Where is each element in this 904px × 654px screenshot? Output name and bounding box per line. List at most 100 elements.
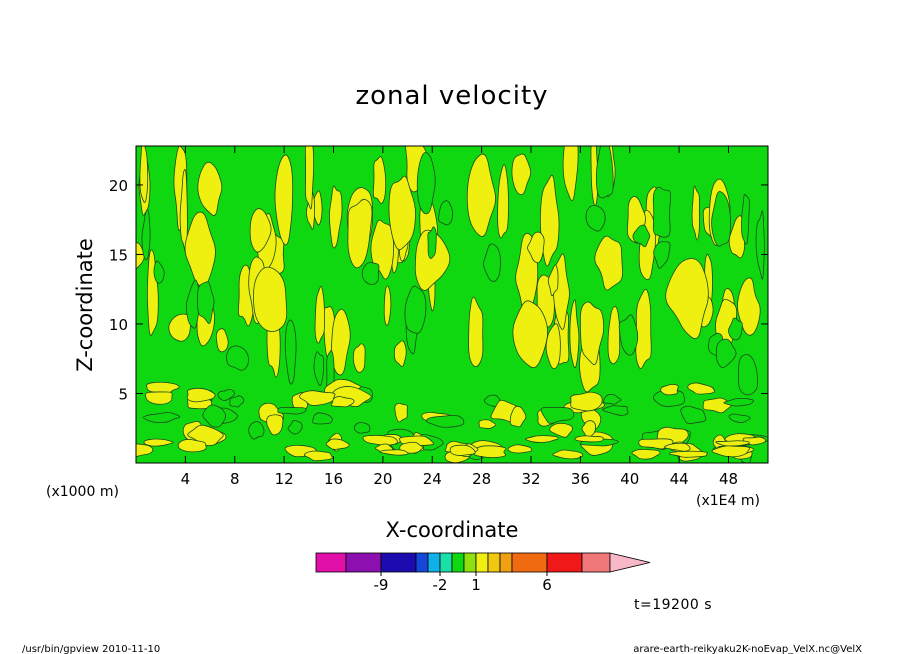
contour-region	[153, 260, 165, 284]
contour-region	[399, 441, 423, 454]
contour-region	[755, 210, 765, 280]
contour-region	[215, 328, 229, 353]
x-tick-label: 24	[423, 470, 442, 488]
time-label: t=19200 s	[634, 597, 712, 613]
contour-region	[313, 351, 325, 387]
x-tick-label: 8	[230, 470, 240, 488]
contour-region	[511, 153, 532, 196]
contour-region	[653, 241, 671, 269]
contour-region	[595, 146, 614, 199]
contour-region	[196, 281, 215, 324]
contour-region	[574, 435, 604, 443]
contour-region	[249, 208, 272, 253]
contour-region	[325, 438, 350, 450]
contour-region	[379, 449, 409, 456]
x-axis: 4 8 12 16 20 24 28 32 36 40 44 48	[181, 146, 738, 488]
contour-region	[277, 406, 307, 415]
contour-region	[664, 442, 691, 452]
contour-region	[304, 146, 315, 210]
colorbar-swatch	[345, 552, 382, 573]
colorbar-swatch	[451, 552, 465, 573]
contour-region	[229, 395, 245, 408]
y-tick-label: 20	[109, 177, 128, 195]
x-axis-title: X-coordinate	[386, 518, 519, 542]
contour-region	[631, 448, 661, 460]
contour-region	[632, 224, 651, 248]
contour-region	[299, 390, 336, 406]
x-tick-label: 12	[275, 470, 294, 488]
contour-region	[331, 308, 351, 376]
contour-regions	[136, 146, 768, 463]
contour-region	[394, 402, 408, 423]
contour-region	[524, 435, 559, 443]
contour-region	[738, 354, 759, 396]
contour-region	[383, 285, 392, 326]
plot-frame	[135, 145, 769, 464]
contour-region	[723, 398, 755, 407]
contour-region	[497, 164, 509, 239]
contour-region	[585, 204, 606, 232]
contour-region	[139, 146, 149, 203]
contour-region	[512, 300, 548, 369]
x-tick-label: 32	[521, 470, 540, 488]
contour-region	[483, 243, 501, 282]
contour-region	[552, 449, 584, 460]
contour-region	[141, 209, 151, 261]
contour-region	[372, 156, 387, 204]
contour-region	[253, 266, 288, 333]
contour-region	[579, 301, 605, 366]
contour-region	[466, 153, 496, 237]
contour-region	[226, 345, 249, 371]
contour-region	[353, 422, 371, 434]
contour-region	[741, 193, 750, 245]
contour-region	[329, 185, 343, 249]
contour-region	[570, 391, 603, 412]
contour-region	[427, 226, 437, 259]
contour-region	[549, 423, 573, 438]
colorbar-swatch	[581, 552, 611, 573]
contour-region	[352, 343, 366, 373]
contour-region	[509, 405, 527, 428]
y-axis: 5 10 15 20	[109, 177, 768, 403]
x-axis-unit: (x1E4 m)	[696, 493, 760, 509]
colorbar-swatch	[439, 552, 453, 573]
contour-region	[177, 438, 207, 453]
contour-region	[314, 285, 326, 344]
contour-region	[478, 419, 497, 429]
x-tick-label: 36	[571, 470, 590, 488]
contour-region	[569, 299, 580, 369]
contour-region	[146, 381, 180, 394]
contour-region	[274, 154, 294, 246]
colorbar-label: -2	[433, 576, 448, 594]
contour-region	[507, 444, 533, 454]
contour-region	[603, 394, 622, 405]
contour-region	[217, 388, 235, 401]
contour-region	[562, 146, 579, 202]
y-tick-label: 15	[109, 246, 128, 264]
contour-region	[202, 404, 226, 428]
colorbar-swatch	[475, 552, 489, 573]
contour-region	[416, 152, 436, 215]
contour-region	[347, 198, 373, 269]
contour-region	[185, 279, 201, 329]
contour-region	[449, 444, 476, 456]
colorbar-labels: -9 -2 1 6	[374, 572, 552, 594]
contour-region	[715, 440, 750, 447]
x-tick-label: 16	[324, 470, 343, 488]
contour-region	[691, 185, 700, 241]
contour-region	[248, 421, 265, 440]
x-tick-label: 4	[181, 470, 191, 488]
contour-region	[186, 387, 216, 403]
contour-region	[607, 306, 621, 365]
contour-region	[438, 200, 454, 226]
contour-region	[547, 264, 559, 297]
contour-region	[168, 313, 192, 342]
contour-region	[425, 414, 465, 428]
footer-right: arare-earth-reikyaku2K-noEvap_VelX.nc@Ve…	[633, 644, 862, 654]
contour-region	[388, 175, 416, 251]
colorbar-swatch	[511, 552, 548, 573]
contour-region	[590, 146, 599, 207]
contour-region	[540, 406, 575, 424]
contour-region	[143, 412, 181, 423]
